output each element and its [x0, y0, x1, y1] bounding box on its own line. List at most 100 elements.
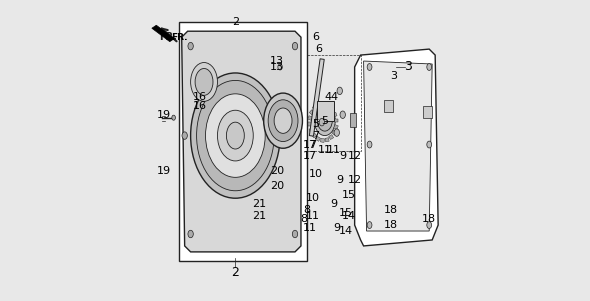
Ellipse shape — [427, 64, 432, 70]
Ellipse shape — [317, 110, 332, 131]
Bar — [309, 59, 325, 136]
Bar — [316, 136, 320, 141]
Text: 5: 5 — [312, 119, 319, 129]
Text: 18: 18 — [384, 205, 398, 215]
Polygon shape — [152, 25, 174, 42]
Text: 8: 8 — [303, 205, 310, 215]
Bar — [317, 101, 334, 121]
Ellipse shape — [278, 64, 283, 70]
Ellipse shape — [340, 111, 345, 118]
Bar — [309, 110, 314, 115]
Polygon shape — [355, 49, 438, 246]
Text: 6: 6 — [312, 32, 319, 42]
Text: 13: 13 — [270, 56, 284, 66]
Bar — [317, 103, 321, 107]
Bar — [332, 112, 337, 117]
Text: 12: 12 — [348, 175, 362, 185]
Text: 3: 3 — [404, 61, 412, 73]
Text: 11: 11 — [318, 145, 332, 156]
Ellipse shape — [195, 69, 213, 95]
Text: 20: 20 — [270, 181, 284, 191]
Text: 9: 9 — [336, 175, 343, 185]
Ellipse shape — [427, 222, 432, 228]
Text: 20: 20 — [270, 166, 284, 176]
Text: 12: 12 — [348, 151, 362, 161]
Text: 17: 17 — [303, 151, 317, 161]
Text: 2: 2 — [231, 266, 240, 279]
Bar — [334, 125, 338, 129]
Ellipse shape — [264, 93, 303, 148]
Text: 13: 13 — [270, 62, 284, 72]
Text: 11: 11 — [327, 145, 341, 156]
Text: 18: 18 — [384, 220, 398, 230]
Text: 15: 15 — [342, 190, 356, 200]
Polygon shape — [182, 31, 301, 252]
Ellipse shape — [218, 110, 253, 161]
Text: 9: 9 — [333, 223, 340, 233]
Ellipse shape — [319, 118, 324, 126]
Text: 15: 15 — [339, 208, 353, 218]
Bar — [313, 105, 317, 110]
Ellipse shape — [268, 100, 298, 141]
Ellipse shape — [191, 73, 280, 198]
Ellipse shape — [427, 141, 432, 148]
Text: 10: 10 — [309, 169, 323, 179]
Text: 9: 9 — [330, 199, 337, 209]
Text: FR.: FR. — [171, 33, 188, 42]
Ellipse shape — [292, 132, 298, 139]
Bar — [309, 128, 314, 132]
Ellipse shape — [367, 64, 372, 70]
Text: 7: 7 — [309, 140, 316, 150]
Text: 9: 9 — [339, 151, 346, 161]
Text: 6: 6 — [316, 44, 322, 54]
Text: 7: 7 — [312, 131, 319, 141]
Bar — [329, 135, 333, 139]
Bar — [308, 123, 312, 126]
Bar — [308, 116, 312, 120]
Text: 21: 21 — [252, 199, 266, 209]
Ellipse shape — [337, 87, 342, 95]
Bar — [423, 106, 432, 118]
Ellipse shape — [367, 222, 372, 228]
Bar — [385, 100, 394, 112]
Ellipse shape — [172, 115, 175, 120]
Text: 19: 19 — [157, 110, 171, 120]
Text: 19: 19 — [157, 166, 171, 176]
Text: 10: 10 — [306, 193, 320, 203]
Ellipse shape — [292, 42, 298, 50]
Text: 16: 16 — [192, 92, 206, 102]
Bar — [312, 133, 317, 138]
Bar — [325, 138, 329, 142]
Polygon shape — [363, 61, 432, 231]
Text: 3: 3 — [390, 71, 397, 81]
Text: 4: 4 — [330, 92, 337, 102]
Text: FR.: FR. — [159, 32, 177, 42]
Bar — [326, 104, 330, 109]
Ellipse shape — [205, 94, 265, 177]
Bar — [329, 107, 335, 112]
Ellipse shape — [227, 122, 244, 149]
Ellipse shape — [367, 141, 372, 148]
Text: 2: 2 — [232, 17, 239, 27]
Ellipse shape — [191, 63, 218, 101]
Ellipse shape — [314, 106, 335, 135]
Text: 18: 18 — [422, 214, 436, 224]
Bar — [322, 102, 326, 107]
Bar — [332, 130, 337, 135]
Bar — [320, 138, 324, 142]
Bar — [335, 119, 338, 123]
Ellipse shape — [182, 132, 188, 139]
Text: 11: 11 — [306, 211, 320, 221]
Text: 16: 16 — [192, 101, 206, 111]
Text: 14: 14 — [342, 211, 356, 221]
Ellipse shape — [188, 230, 194, 238]
Text: 17: 17 — [303, 140, 317, 150]
Ellipse shape — [292, 230, 298, 238]
Text: 8: 8 — [300, 214, 307, 224]
Text: 14: 14 — [339, 226, 353, 236]
Polygon shape — [179, 22, 307, 261]
Text: 4: 4 — [324, 92, 332, 102]
Ellipse shape — [188, 42, 194, 50]
Bar — [350, 113, 356, 127]
Text: 5: 5 — [322, 116, 328, 126]
